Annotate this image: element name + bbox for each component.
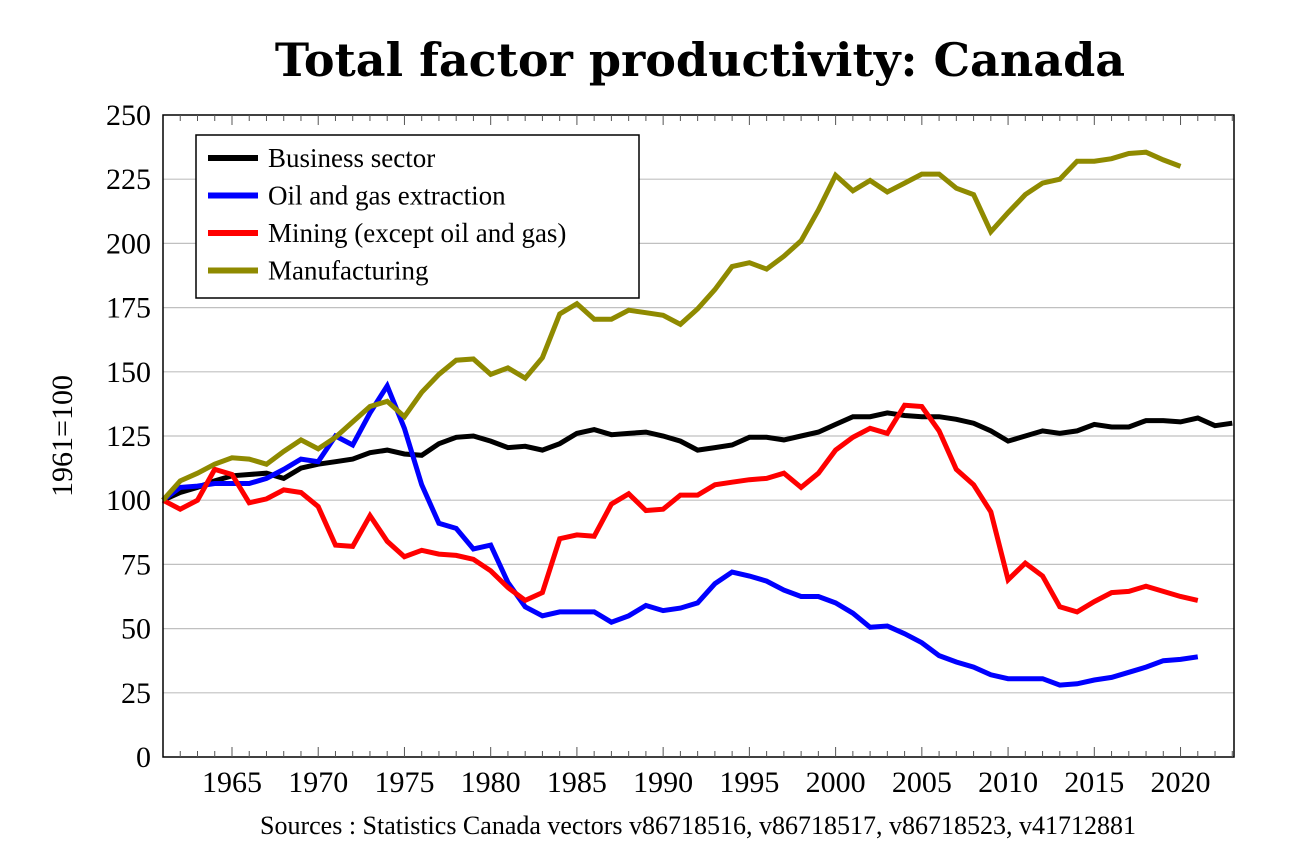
x-tick-label: 2010 (978, 766, 1038, 799)
y-tick-label: 100 (106, 484, 151, 517)
legend-label: Manufacturing (268, 256, 428, 286)
legend-label: Oil and gas extraction (268, 181, 506, 211)
y-tick-label: 125 (106, 420, 151, 453)
y-tick-label: 225 (106, 163, 151, 196)
legend-box (195, 134, 640, 299)
series-lines (161, 149, 1233, 688)
series-line-business-sector (161, 410, 1233, 503)
y-axis: 0 25 50 75 100 125 150 175 200 225 250 (106, 99, 151, 774)
y-tick-label: 0 (136, 741, 151, 774)
x-tick-label: 1985 (547, 766, 607, 799)
legend: Business sector Oil and gas extraction Min… (195, 134, 640, 299)
y-tick-label: 50 (121, 613, 151, 646)
y-tick-label: 175 (106, 292, 151, 325)
x-tick-label: 1965 (202, 766, 262, 799)
plot-frame (162, 114, 1235, 758)
y-tick-label: 200 (106, 227, 151, 260)
legend-label: Business sector (268, 143, 435, 173)
x-axis: 1965 1970 1975 1980 1985 1990 1995 2000 2005 2010… (179, 115, 1233, 799)
x-tick-label: 1970 (288, 766, 348, 799)
legend-label: Mining (except oil and gas) (268, 218, 566, 248)
series-line-mining-except-oil-and-gas (161, 402, 1199, 615)
x-tick-label: 2020 (1151, 766, 1211, 799)
x-tick-label: 2000 (806, 766, 866, 799)
chart-title: Total factor productivity: Canada (275, 33, 1125, 87)
x-tick-label: 1975 (374, 766, 434, 799)
x-tick-label: 1995 (719, 766, 779, 799)
x-tick-label: 2015 (1064, 766, 1124, 799)
series-line-manufacturing (161, 149, 1182, 502)
y-tick-label: 150 (106, 356, 151, 389)
source-note: Sources : Statistics Canada vectors v867… (260, 811, 1136, 840)
y-tick-label: 250 (106, 99, 151, 132)
x-tick-label: 1980 (461, 766, 521, 799)
y-axis-label: 1961=100 (46, 375, 79, 497)
y-tick-label: 75 (121, 548, 151, 581)
x-tick-label: 1990 (633, 766, 693, 799)
gridlines (163, 178, 1234, 694)
y-tick-label: 25 (121, 677, 151, 710)
x-tick-label: 2005 (892, 766, 952, 799)
